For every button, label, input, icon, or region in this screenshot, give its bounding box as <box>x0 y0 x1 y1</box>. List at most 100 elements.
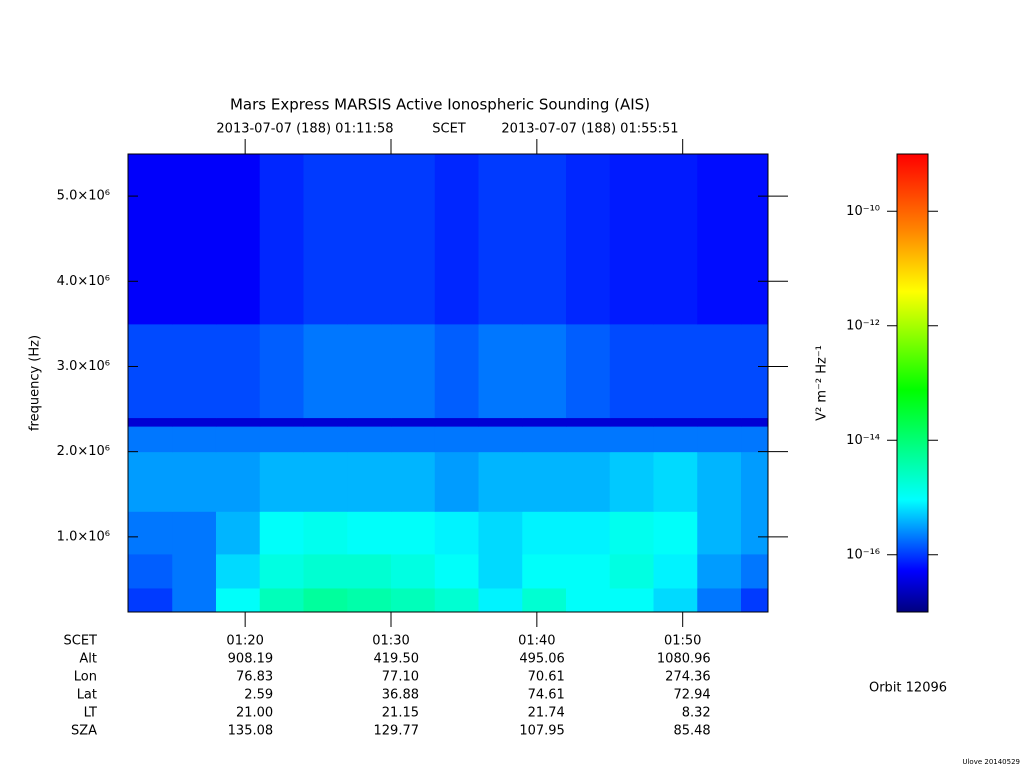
heatmap-cell <box>391 511 436 555</box>
heatmap-cell <box>609 553 655 589</box>
x-tick-label: 01:50 <box>664 634 701 649</box>
heatmap-cell <box>172 553 217 589</box>
colorbar-tick-label: 10⁻¹⁶ <box>846 547 880 562</box>
ephemeris-value: 21.00 <box>236 706 273 721</box>
heatmap-cell <box>303 587 348 613</box>
heatmap-cell <box>347 511 392 555</box>
heatmap-cell <box>347 553 392 589</box>
heatmap-cell <box>478 323 523 419</box>
heatmap-cell <box>697 451 742 512</box>
heatmap-cell <box>566 511 611 555</box>
heatmap-cell <box>259 426 304 453</box>
heatmap-cell <box>434 417 480 427</box>
heatmap-cell <box>303 451 348 512</box>
heatmap-cell <box>347 426 392 453</box>
heatmap-cell <box>741 323 769 419</box>
ephemeris-value: 908.19 <box>228 652 274 667</box>
heatmap-cell <box>697 323 742 419</box>
ephemeris-value: 21.15 <box>382 706 419 721</box>
heatmap-cell <box>434 154 480 325</box>
ephemeris-label: SCET <box>64 634 98 649</box>
heatmap-cell <box>566 154 611 325</box>
heatmap-cell <box>653 553 698 589</box>
heatmap-cell <box>303 553 348 589</box>
ephemeris-value: 419.50 <box>374 652 420 667</box>
ephemeris-label: Lon <box>74 670 97 685</box>
heatmap-cell <box>741 417 769 427</box>
heatmap-cell <box>434 587 480 613</box>
heatmap-cell <box>128 417 173 427</box>
ephemeris-label: Alt <box>79 652 97 667</box>
ephemeris-value: 274.36 <box>665 670 711 685</box>
heatmap-cell <box>215 511 261 555</box>
heatmap-cell <box>522 154 567 325</box>
heatmap-cell <box>347 417 392 427</box>
y-tick-label: 3.0×10⁶ <box>57 359 110 374</box>
heatmap-cell <box>391 426 436 453</box>
heatmap-cell <box>391 323 436 419</box>
orbit: Orbit 12096 <box>869 681 947 696</box>
heatmap-cell <box>697 426 742 453</box>
heatmap-cell <box>215 553 261 589</box>
heatmap-cell <box>478 511 523 555</box>
heatmap-cell <box>478 553 523 589</box>
heatmap-cell <box>522 511 567 555</box>
heatmap-cell <box>741 553 769 589</box>
heatmap-cell <box>434 323 480 419</box>
heatmap-cell <box>609 323 655 419</box>
heatmap-cell <box>259 553 304 589</box>
heatmap-cell <box>741 587 769 613</box>
heatmap-cell <box>259 154 304 325</box>
heatmap-cell <box>391 154 436 325</box>
colorbar <box>896 153 929 613</box>
ephemeris-value: 107.95 <box>519 724 565 739</box>
heatmap-cell <box>741 511 769 555</box>
heatmap-cell <box>215 587 261 613</box>
heatmap-cell <box>478 154 523 325</box>
heatmap-cell <box>303 511 348 555</box>
ephemeris-value: 74.61 <box>528 688 565 703</box>
heatmap-cell <box>347 154 392 325</box>
ephemeris-label: SZA <box>71 724 97 739</box>
heatmap-cell <box>347 587 392 613</box>
heatmap-cell <box>697 154 742 325</box>
heatmap-cell <box>303 417 348 427</box>
heatmap-cell <box>653 426 698 453</box>
heatmap-cell <box>391 587 436 613</box>
scet-label: SCET <box>432 122 466 137</box>
ephemeris-value: 1080.96 <box>657 652 711 667</box>
heatmap-cell <box>522 587 567 613</box>
heatmap-cell <box>741 426 769 453</box>
heatmap-cell <box>215 154 261 325</box>
heatmap-cell <box>697 511 742 555</box>
heatmap-cell <box>259 323 304 419</box>
heatmap-cell <box>741 154 769 325</box>
y-axis-label: frequency (Hz) <box>28 335 43 431</box>
heatmap-cell <box>172 426 217 453</box>
heatmap-cell <box>391 451 436 512</box>
end-time: 2013-07-07 (188) 01:55:51 <box>501 122 678 137</box>
heatmap-cell <box>522 451 567 512</box>
heatmap-cell <box>347 323 392 419</box>
heatmap-cell <box>741 451 769 512</box>
ephemeris-value: 85.48 <box>673 724 710 739</box>
heatmap-cell <box>434 426 480 453</box>
heatmap-cell <box>303 154 348 325</box>
heatmap-cell <box>259 451 304 512</box>
ephemeris-value: 77.10 <box>382 670 419 685</box>
y-tick-label: 1.0×10⁶ <box>57 529 110 544</box>
ephemeris-value: 21.74 <box>528 706 565 721</box>
heatmap-cell <box>478 417 523 427</box>
heatmap-cell <box>128 553 173 589</box>
heatmap-cell <box>478 426 523 453</box>
y-tick-label: 2.0×10⁶ <box>57 444 110 459</box>
heatmap-cell <box>522 323 567 419</box>
heatmap-cell <box>697 417 742 427</box>
heatmap-cell <box>478 451 523 512</box>
heatmap-cell <box>697 587 742 613</box>
heatmap-cell <box>215 426 261 453</box>
x-tick-label: 01:40 <box>518 634 555 649</box>
heatmap-cell <box>566 451 611 512</box>
heatmap-cell <box>128 511 173 555</box>
